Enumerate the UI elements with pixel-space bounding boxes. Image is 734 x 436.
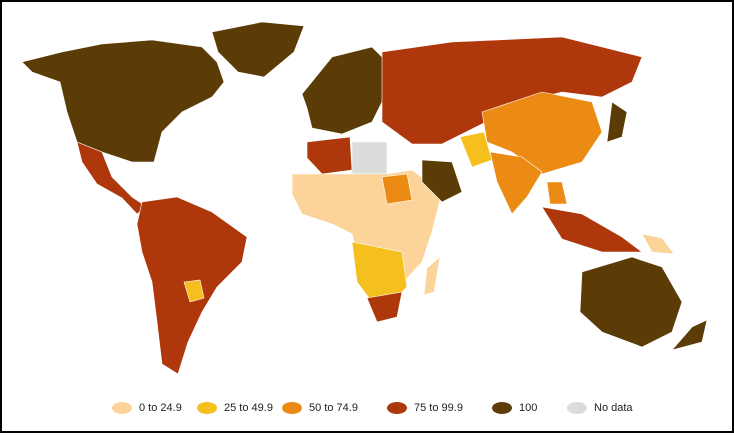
legend-label: 0 to 24.9: [139, 402, 182, 414]
legend-swatch: [282, 402, 302, 414]
russia-central-asia: [381, 36, 643, 145]
thailand: [546, 181, 568, 205]
new-zealand: [671, 319, 708, 351]
japan: [606, 101, 628, 143]
world-map: 0 to 24.9 25 to 49.9 50 to 74.9 75 to 99.9 1…: [21, 21, 708, 414]
middle-east: [421, 159, 463, 203]
madagascar: [423, 256, 441, 296]
legend-swatch: [387, 402, 407, 414]
regions: [21, 21, 708, 375]
south-africa: [366, 291, 403, 323]
legend-swatch: [492, 402, 512, 414]
china: [481, 91, 603, 175]
legend-swatch: [197, 402, 217, 414]
libya-no-data: [351, 141, 388, 175]
sudan: [381, 173, 413, 205]
southeast-asia: [541, 206, 643, 253]
greenland: [211, 21, 305, 78]
legend-label: 50 to 74.9: [309, 402, 358, 414]
papua: [641, 233, 675, 255]
legend-label: No data: [594, 402, 633, 414]
north-africa: [306, 136, 353, 175]
australia: [579, 256, 683, 348]
legend-swatch: [112, 402, 132, 414]
paraguay: [183, 279, 205, 303]
legend: 0 to 24.9 25 to 49.9 50 to 74.9 75 to 99.9 1…: [112, 402, 633, 414]
india: [489, 151, 543, 215]
north-america: [21, 39, 225, 163]
europe: [301, 46, 388, 135]
legend-swatch: [567, 402, 587, 414]
legend-label: 100: [519, 402, 537, 414]
legend-label: 25 to 49.9: [224, 402, 273, 414]
legend-label: 75 to 99.9: [414, 402, 463, 414]
